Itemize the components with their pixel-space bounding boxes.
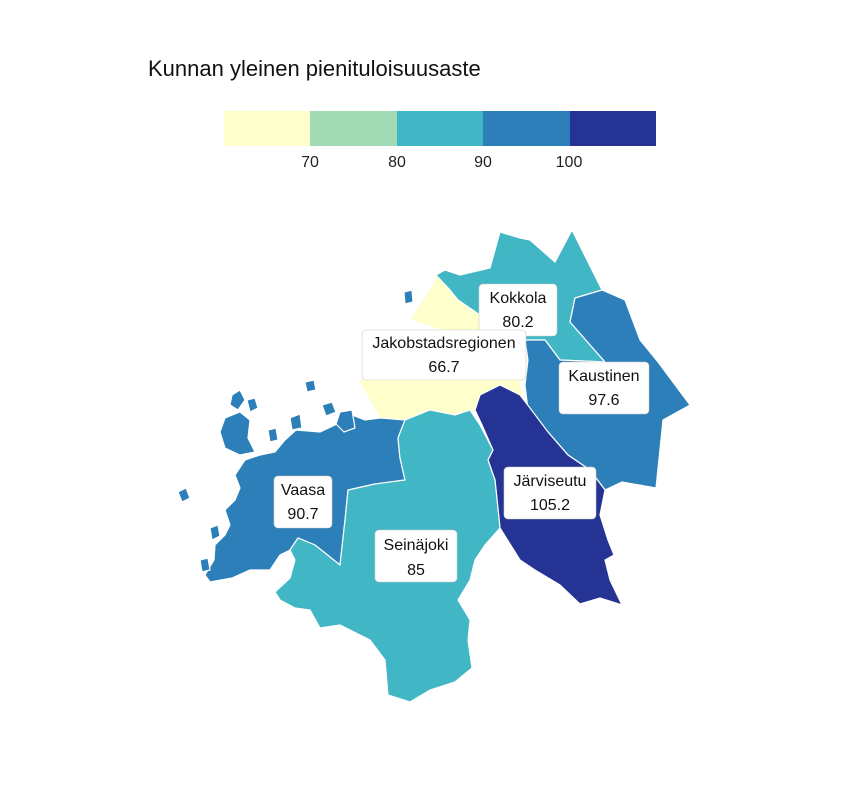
label-kaustinen: Kaustinen 97.6 xyxy=(558,361,650,415)
label-kokkola-name: Kokkola xyxy=(490,290,547,307)
legend-tick-80: 80 xyxy=(388,154,406,171)
label-vaasa: Vaasa 90.7 xyxy=(273,475,333,529)
vaasa-island xyxy=(289,413,303,431)
legend-swatch-1 xyxy=(224,111,311,146)
label-vaasa-name: Vaasa xyxy=(281,482,325,499)
label-seinajoki-name: Seinäjoki xyxy=(384,537,449,554)
label-jarviseutu-value: 105.2 xyxy=(530,497,570,514)
map-title: Kunnan yleinen pienituloisuusaste xyxy=(148,56,481,81)
label-jarviseutu: Järviseutu 105.2 xyxy=(503,466,597,520)
label-seinajoki: Seinäjoki 85 xyxy=(374,529,458,583)
vaasa-island xyxy=(321,401,337,417)
vaasa-island xyxy=(209,524,221,541)
label-kaustinen-value: 97.6 xyxy=(588,392,619,409)
legend-tick-90: 90 xyxy=(474,154,492,171)
label-kokkola: Kokkola 80.2 xyxy=(478,283,558,337)
label-jakobstadsregionen-value: 66.7 xyxy=(428,359,459,376)
label-jakobstadsregionen-name: Jakobstadsregionen xyxy=(372,335,515,352)
label-jarviseutu-name: Järviseutu xyxy=(514,473,587,490)
legend-swatch-3 xyxy=(396,111,484,146)
label-kokkola-value: 80.2 xyxy=(502,314,533,331)
vaasa-island xyxy=(219,411,256,456)
vaasa-island xyxy=(199,557,211,573)
vaasa-island xyxy=(267,427,279,443)
vaasa-island xyxy=(246,397,259,413)
vaasa-island xyxy=(177,487,191,503)
label-vaasa-value: 90.7 xyxy=(287,506,318,523)
legend-swatch-5 xyxy=(569,111,657,146)
legend-tick-70: 70 xyxy=(301,154,319,171)
label-jakobstadsregionen: Jakobstadsregionen 66.7 xyxy=(361,329,527,381)
legend-tick-100: 100 xyxy=(555,154,583,171)
vaasa-island xyxy=(304,379,317,393)
legend-swatch-4 xyxy=(483,111,570,146)
color-legend xyxy=(224,111,657,147)
label-kaustinen-name: Kaustinen xyxy=(568,368,639,385)
legend-swatch-2 xyxy=(310,111,397,146)
vaasa-island xyxy=(403,289,414,305)
vaasa-island xyxy=(229,389,246,411)
label-seinajoki-value: 85 xyxy=(407,562,425,579)
vaasa-island xyxy=(335,409,356,433)
